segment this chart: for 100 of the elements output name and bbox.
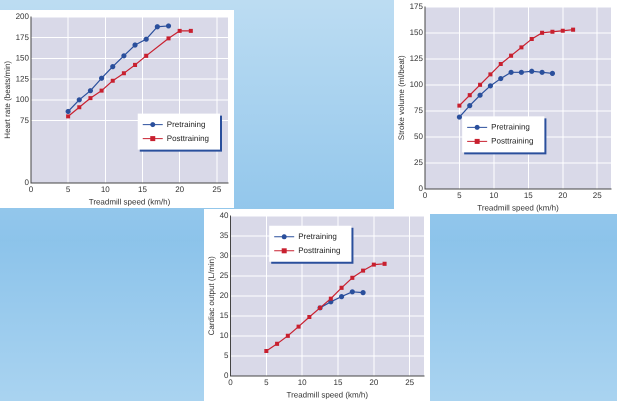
x-axis-title: Treadmill speed (km/h) (477, 203, 560, 212)
x-tick-label: 15 (524, 190, 534, 200)
x-tick-label: 5 (457, 190, 462, 200)
x-tick-label: 25 (592, 190, 602, 200)
legend-label: Pretraining (166, 120, 206, 129)
y-tick-label: 50 (414, 132, 424, 142)
y-tick-label: 100 (410, 80, 424, 90)
point (518, 70, 524, 75)
point (530, 37, 534, 42)
point (468, 93, 472, 98)
x-tick-label: 5 (264, 378, 270, 387)
y-tick-label: 150 (410, 28, 424, 38)
x-tick-label: 10 (298, 378, 308, 387)
point (66, 108, 71, 114)
point (550, 70, 556, 76)
y-tick-label: 200 (16, 12, 30, 22)
point (519, 45, 524, 50)
point (539, 70, 545, 75)
y-tick-label: 30 (220, 251, 230, 260)
point (498, 62, 503, 66)
point (77, 105, 82, 110)
point (121, 53, 126, 58)
y-tick-label: 15 (220, 311, 230, 320)
point (540, 30, 544, 35)
y-tick-label: 125 (410, 54, 424, 64)
point (307, 314, 312, 320)
y-tick-label: 75 (414, 106, 424, 116)
point (372, 262, 376, 267)
point (477, 92, 483, 98)
point (76, 97, 82, 102)
point (457, 104, 462, 108)
point (132, 42, 138, 48)
point (338, 294, 344, 300)
point (110, 78, 115, 83)
point (98, 76, 104, 81)
point (166, 23, 172, 29)
y-tick-label: 20 (220, 291, 230, 300)
point (286, 334, 290, 338)
legend-label: Pretraining (298, 232, 337, 242)
point (498, 76, 504, 82)
y-tick-label: 40 (220, 211, 230, 220)
point (88, 96, 92, 100)
point (166, 36, 171, 40)
point (529, 68, 534, 74)
point (560, 28, 565, 33)
point (340, 286, 344, 290)
x-axis-title: Treadmill speed (km/h) (88, 197, 171, 206)
y-tick-label: 175 (16, 32, 30, 42)
point (350, 289, 355, 294)
x-tick-label: 10 (489, 190, 499, 200)
point (382, 262, 387, 266)
point (296, 324, 301, 329)
x-tick-label: 10 (100, 184, 110, 194)
y-tick-label: 10 (220, 331, 230, 340)
legend-label: Posttraining (166, 134, 210, 143)
x-tick-label: 5 (66, 184, 71, 194)
y-tick-label: 100 (16, 95, 30, 104)
x-tick-label: 20 (369, 378, 379, 387)
y-tick-label: 25 (220, 271, 230, 280)
y-tick-label: 75 (20, 116, 30, 125)
y-tick-label: 125 (16, 74, 30, 84)
y-tick-label: 25 (414, 158, 424, 168)
y-tick-label: 5 (224, 351, 230, 360)
y-tick-label: 35 (220, 231, 230, 240)
point (488, 72, 492, 76)
point (361, 268, 366, 273)
y-tick-label: 150 (16, 54, 30, 63)
x-axis-title: Treadmill speed (km/h) (286, 390, 368, 400)
point (144, 36, 149, 42)
y-axis-title: Heart rate (beats/min) (3, 60, 12, 139)
point (360, 290, 366, 296)
x-tick-label: 15 (138, 184, 148, 194)
point (154, 24, 160, 30)
point (133, 62, 138, 67)
point (264, 348, 268, 354)
point (100, 88, 104, 93)
x-tick-label: 25 (212, 184, 222, 194)
point (488, 83, 494, 88)
point (456, 114, 462, 120)
point (509, 54, 514, 58)
x-tick-label: 15 (334, 378, 343, 387)
x-tick-label: 20 (175, 184, 185, 194)
point (467, 103, 472, 108)
y-tick-label: 0 (224, 371, 230, 380)
point (508, 70, 514, 75)
point (571, 28, 576, 32)
point (144, 54, 148, 58)
legend-label: Posttraining (491, 136, 534, 146)
point (550, 30, 554, 34)
point (178, 28, 182, 33)
legend-label: Pretraining (491, 122, 530, 132)
x-tick-label: 20 (558, 190, 568, 200)
point (275, 342, 280, 346)
point (88, 88, 94, 94)
point (350, 276, 354, 280)
point (188, 28, 193, 33)
y-axis-title: Stroke volume (ml/beat) (397, 55, 406, 140)
y-tick-label: 175 (410, 2, 424, 12)
point (328, 296, 333, 301)
y-axis-title: Cardiac output (L/min) (207, 256, 216, 336)
